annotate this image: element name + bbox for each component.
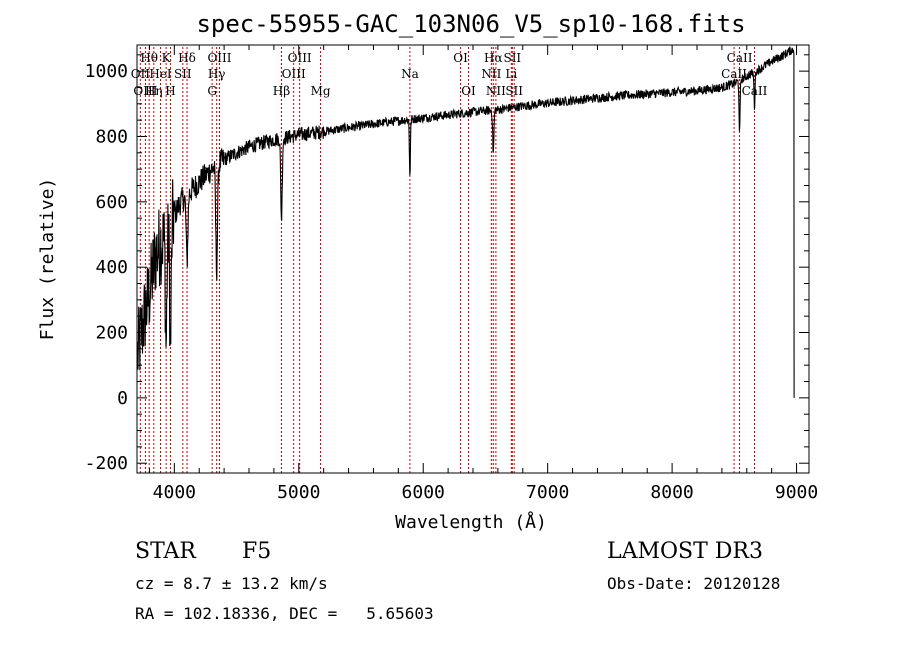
- spectral-line-label: Mg: [311, 84, 331, 98]
- spectral-line-label: Na: [401, 67, 419, 81]
- spectral-line-label: HeI: [149, 67, 172, 81]
- spectrum-chart: spec-55955-GAC_103N06_V5_sp10-168.fits H…: [37, 10, 819, 533]
- y-tick-label: 1000: [85, 61, 128, 82]
- spectral-line-label: Li: [505, 67, 517, 81]
- spectral-line-label: SII: [174, 67, 192, 81]
- y-tick-label: 600: [95, 192, 128, 213]
- x-tick-label: 4000: [153, 482, 196, 503]
- chart-title: spec-55955-GAC_103N06_V5_sp10-168.fits: [196, 10, 745, 38]
- spectral-line-label: G: [207, 84, 217, 98]
- redshift-text: cz = 8.7 ± 13.2 km/s: [135, 574, 328, 593]
- axis-tick-labels: 4000 5000 6000 7000 8000 9000 -200 0 200 400 600 80…: [85, 61, 819, 503]
- y-tick-label: 0: [117, 388, 128, 409]
- spectral-line-label: Hδ: [178, 51, 196, 65]
- spectral-line-label: Hβ: [273, 84, 290, 98]
- spectral-line-label: Hθ: [140, 51, 158, 65]
- spectral-line-label: CaII: [721, 67, 747, 81]
- spectral-line-label: OIII: [288, 51, 312, 65]
- y-tick-label: 400: [95, 257, 128, 278]
- spectral-line-label: OII: [131, 67, 151, 81]
- spectral-line-label: SII: [505, 84, 523, 98]
- spectral-line-label: CaII: [727, 51, 753, 65]
- spectral-line-label: K: [162, 51, 172, 65]
- obs-date: Obs-Date: 20120128: [607, 574, 781, 593]
- spectral-line-markers: [139, 47, 755, 473]
- axis-ticks: [137, 45, 809, 473]
- x-tick-label: 5000: [277, 482, 320, 503]
- x-tick-label: 9000: [775, 482, 818, 503]
- spectral-line-label: SII: [503, 51, 521, 65]
- y-axis-label: Flux (relative): [37, 178, 58, 341]
- x-tick-label: 7000: [526, 482, 569, 503]
- spectral-line-label: OI: [453, 51, 468, 65]
- spectral-line-label: NII: [481, 67, 501, 81]
- spectral-line-label: OI: [461, 84, 476, 98]
- spectral-line-label: NII: [486, 84, 506, 98]
- y-tick-label: 800: [95, 126, 128, 147]
- survey-name: LAMOST DR3: [607, 539, 763, 564]
- object-subclass: F5: [242, 539, 272, 564]
- spectral-line-label: OIII: [282, 67, 306, 81]
- x-tick-label: 8000: [650, 482, 693, 503]
- spectral-line-label: Hη: [145, 84, 163, 98]
- spectral-line-label: OIII: [207, 51, 231, 65]
- spectral-line-label: Hα: [484, 51, 503, 65]
- y-tick-label: 200: [95, 323, 128, 344]
- spectral-line-label: Hγ: [208, 67, 226, 81]
- coordinates: RA = 102.18336, DEC = 5.65603: [135, 604, 434, 623]
- y-tick-label: -200: [85, 453, 128, 474]
- spectral-line-label: H: [165, 84, 175, 98]
- spectrum-series-line: [137, 46, 795, 398]
- object-class: STAR: [135, 539, 196, 564]
- x-tick-label: 6000: [402, 482, 445, 503]
- x-axis-label: Wavelength (Å): [395, 511, 547, 533]
